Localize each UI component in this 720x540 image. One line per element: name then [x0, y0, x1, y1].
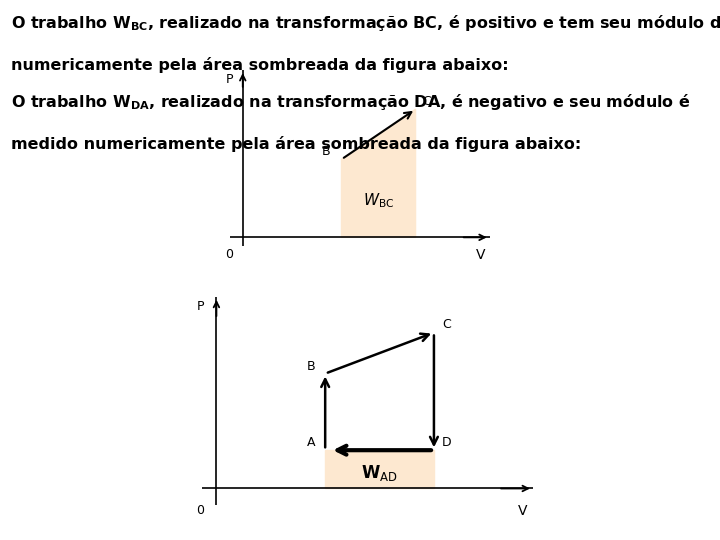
Text: 0: 0 [197, 504, 204, 517]
Text: W$_{\mathsf{BC}}$: W$_{\mathsf{BC}}$ [363, 192, 395, 211]
Text: D: D [442, 436, 451, 449]
Text: A: A [307, 436, 315, 449]
Text: 0: 0 [225, 248, 233, 261]
Text: B: B [322, 145, 330, 158]
Text: C: C [442, 319, 451, 332]
Polygon shape [341, 109, 415, 238]
Text: P: P [225, 73, 233, 86]
Text: C: C [422, 95, 431, 108]
Text: medido numericamente pela área sombreada da figura abaixo:: medido numericamente pela área sombreada… [11, 136, 581, 152]
Text: P: P [197, 300, 204, 313]
Text: B: B [307, 360, 315, 373]
Polygon shape [325, 450, 434, 489]
Text: O trabalho W$_{\mathbf{DA}}$, realizado na transformação DA, é negativo e seu mó: O trabalho W$_{\mathbf{DA}}$, realizado … [11, 91, 690, 112]
Text: O trabalho W$_{\mathbf{BC}}$, realizado na transformação BC, é positivo e tem se: O trabalho W$_{\mathbf{BC}}$, realizado … [11, 13, 720, 33]
Text: W$_{\mathsf{AD}}$: W$_{\mathsf{AD}}$ [361, 463, 398, 483]
Text: V: V [518, 504, 528, 518]
Text: numericamente pela área sombreada da figura abaixo:: numericamente pela área sombreada da fig… [11, 57, 508, 73]
Text: V: V [476, 248, 485, 262]
